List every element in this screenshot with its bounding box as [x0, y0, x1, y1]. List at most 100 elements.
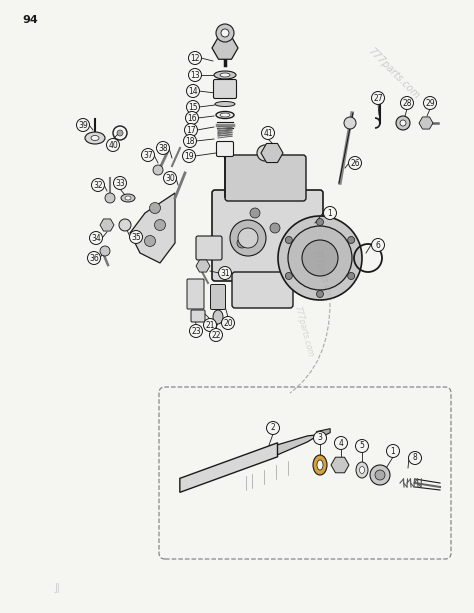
Circle shape: [401, 96, 413, 110]
Circle shape: [221, 29, 229, 37]
FancyBboxPatch shape: [217, 142, 234, 156]
FancyBboxPatch shape: [210, 284, 226, 310]
Text: 23: 23: [191, 327, 201, 335]
Text: 2: 2: [271, 424, 275, 433]
Text: JJ: JJ: [54, 584, 60, 593]
Circle shape: [153, 165, 163, 175]
Polygon shape: [100, 219, 114, 231]
Circle shape: [230, 220, 266, 256]
Text: 38: 38: [158, 143, 168, 153]
Text: 17: 17: [186, 126, 196, 134]
Circle shape: [250, 208, 260, 218]
Circle shape: [317, 218, 323, 226]
Circle shape: [105, 193, 115, 203]
Circle shape: [348, 156, 362, 170]
Text: 22: 22: [211, 330, 221, 340]
Circle shape: [183, 134, 197, 148]
Circle shape: [156, 142, 170, 154]
Circle shape: [186, 101, 200, 113]
Text: 1: 1: [391, 446, 395, 455]
Polygon shape: [261, 143, 283, 162]
Ellipse shape: [91, 135, 99, 140]
Text: 31: 31: [220, 268, 230, 278]
Circle shape: [372, 238, 384, 251]
Text: 39: 39: [78, 121, 88, 129]
Circle shape: [186, 85, 200, 97]
Text: 14: 14: [188, 86, 198, 96]
Circle shape: [278, 216, 362, 300]
Ellipse shape: [125, 196, 131, 200]
Ellipse shape: [356, 462, 368, 478]
Text: 29: 29: [425, 99, 435, 107]
Text: 12: 12: [190, 53, 200, 63]
Circle shape: [347, 237, 355, 243]
FancyBboxPatch shape: [191, 310, 205, 322]
Circle shape: [216, 24, 234, 42]
Ellipse shape: [121, 194, 135, 202]
Text: 32: 32: [93, 180, 103, 189]
Circle shape: [266, 422, 280, 435]
Text: 15: 15: [188, 102, 198, 112]
Ellipse shape: [317, 460, 323, 470]
Circle shape: [149, 202, 161, 213]
FancyBboxPatch shape: [212, 190, 323, 281]
Text: 36: 36: [89, 254, 99, 262]
Circle shape: [190, 324, 202, 338]
Circle shape: [88, 251, 100, 264]
Circle shape: [396, 116, 410, 130]
Circle shape: [237, 238, 247, 248]
Circle shape: [313, 432, 327, 444]
Circle shape: [288, 226, 352, 290]
Ellipse shape: [215, 102, 235, 107]
Text: 1: 1: [328, 208, 332, 218]
Circle shape: [210, 329, 222, 341]
Circle shape: [285, 273, 292, 280]
Polygon shape: [278, 435, 319, 455]
Text: 13: 13: [190, 70, 200, 80]
Circle shape: [317, 291, 323, 297]
Circle shape: [185, 112, 199, 124]
Text: 16: 16: [187, 113, 197, 123]
Circle shape: [113, 177, 127, 189]
Ellipse shape: [313, 455, 327, 475]
Text: 26: 26: [350, 159, 360, 167]
Text: 8: 8: [413, 454, 418, 462]
Text: 40: 40: [108, 140, 118, 150]
Circle shape: [347, 273, 355, 280]
Text: 20: 20: [223, 319, 233, 327]
Text: 27: 27: [373, 94, 383, 102]
Circle shape: [302, 240, 338, 276]
Circle shape: [203, 319, 217, 332]
Ellipse shape: [214, 71, 236, 79]
Text: 777parts.com: 777parts.com: [311, 249, 334, 303]
Polygon shape: [196, 260, 210, 272]
Circle shape: [142, 148, 155, 161]
Polygon shape: [331, 457, 349, 473]
Text: 33: 33: [115, 178, 125, 188]
Ellipse shape: [359, 466, 365, 473]
Circle shape: [400, 120, 406, 126]
Circle shape: [238, 228, 258, 248]
Text: 94: 94: [22, 15, 38, 25]
Circle shape: [221, 316, 235, 330]
Circle shape: [76, 118, 90, 132]
Text: 34: 34: [91, 234, 101, 243]
Circle shape: [370, 465, 390, 485]
Text: 777parts.com: 777parts.com: [292, 304, 315, 358]
Circle shape: [344, 117, 356, 129]
Circle shape: [386, 444, 400, 457]
Polygon shape: [317, 428, 330, 440]
Circle shape: [372, 91, 384, 104]
Polygon shape: [212, 37, 238, 59]
Circle shape: [119, 219, 131, 231]
Text: 41: 41: [263, 129, 273, 137]
Circle shape: [270, 223, 280, 233]
Circle shape: [219, 267, 231, 280]
Polygon shape: [419, 117, 433, 129]
Text: 37: 37: [143, 151, 153, 159]
Ellipse shape: [220, 73, 230, 77]
Circle shape: [423, 96, 437, 110]
Text: 4: 4: [338, 438, 344, 447]
Text: 3: 3: [318, 433, 322, 443]
Circle shape: [164, 172, 176, 185]
